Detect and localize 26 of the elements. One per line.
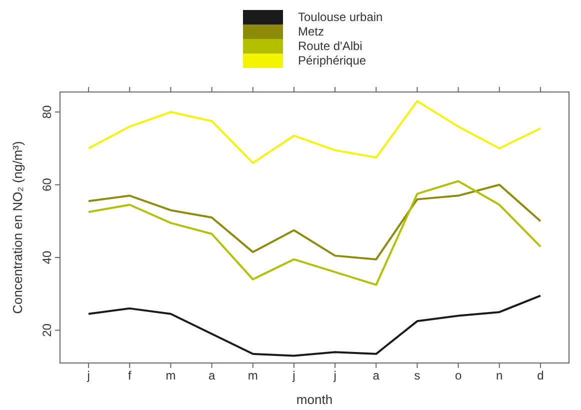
x-tick-label: d	[537, 368, 544, 383]
x-tick-label: j	[332, 368, 336, 383]
x-tick-label: a	[208, 368, 216, 383]
x-tick-label: m	[166, 368, 176, 383]
x-tick-label: m	[248, 368, 258, 383]
legend-label: Périphérique	[298, 54, 366, 68]
x-tick-label: n	[496, 368, 503, 383]
x-axis-title: month	[296, 392, 333, 407]
x-tick-label: j	[86, 368, 90, 383]
line-series	[88, 100, 542, 164]
line-series	[88, 184, 542, 260]
y-tick-label: 40	[40, 250, 54, 264]
x-tick-label: f	[128, 368, 132, 383]
legend-label: Route d'Albi	[298, 39, 362, 53]
x-tick-label: j	[292, 368, 296, 383]
legend-label: Metz	[298, 24, 324, 38]
y-tick-label: 20	[40, 323, 54, 337]
y-tick-label: 80	[40, 105, 54, 119]
y-axis-title: Concentration en NO₂ (ng/m³)	[10, 141, 25, 314]
x-tick-label: o	[454, 368, 462, 383]
line-series	[88, 294, 542, 357]
legend-label: Toulouse urbain	[298, 10, 383, 24]
line-series	[88, 180, 542, 286]
x-tick-label: a	[372, 368, 380, 383]
y-tick-label: 60	[40, 178, 54, 192]
x-tick-label: s	[414, 368, 420, 383]
